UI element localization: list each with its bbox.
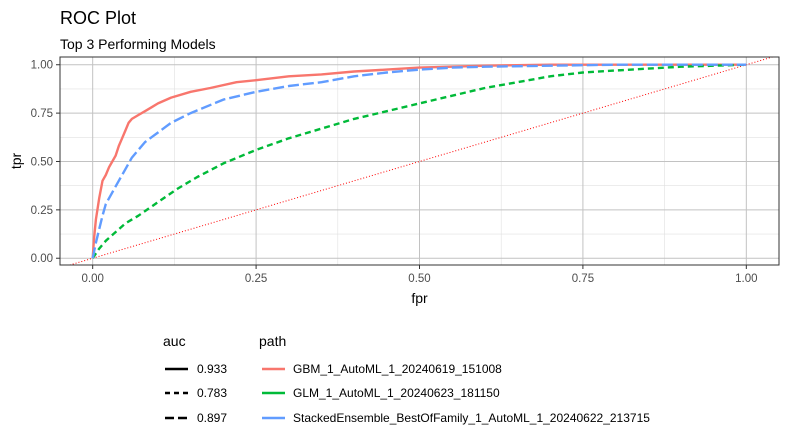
- legend-path-label: StackedEnsemble_BestOfFamily_1_AutoML_1_…: [293, 411, 650, 425]
- legend-auc-label: 0.933: [197, 362, 227, 376]
- chart-subtitle: Top 3 Performing Models: [60, 36, 216, 52]
- roc-curves: [91, 63, 747, 259]
- x-tick-label: 0.50: [408, 273, 430, 285]
- chart-title: ROC Plot: [60, 8, 136, 28]
- axis-ticks: 0.00 0.25 0.50 0.75 1.00 0.00 0.25 0.50 0.75 1.00: [31, 60, 758, 285]
- x-axis-title: fpr: [411, 290, 428, 306]
- legend-auc-label: 0.783: [197, 386, 227, 400]
- roc-line-series-2: [91, 63, 747, 259]
- legend-path-title: path: [259, 333, 286, 349]
- x-tick-label: 1.00: [735, 273, 757, 285]
- roc-line-series-1: [91, 63, 747, 259]
- y-axis-title: tpr: [8, 152, 24, 169]
- y-tick-label: 0.75: [31, 108, 53, 120]
- legend-auc-label: 0.897: [197, 411, 227, 425]
- x-tick-label: 0.75: [572, 273, 594, 285]
- legend-path-label: GBM_1_AutoML_1_20240619_151008: [293, 362, 502, 376]
- x-tick-label: 0.25: [245, 273, 267, 285]
- x-tick-label: 0.00: [81, 273, 103, 285]
- y-tick-label: 0.25: [31, 205, 53, 217]
- reference-diagonal: [69, 56, 773, 266]
- roc-line-series-3: [91, 63, 747, 259]
- diagonal-reference-line: [69, 56, 773, 266]
- legend-auc-title: auc: [163, 333, 186, 349]
- y-tick-label: 0.00: [31, 253, 53, 265]
- y-tick-label: 1.00: [31, 60, 53, 72]
- y-tick-label: 0.50: [31, 156, 53, 168]
- legend: auc path 0.933 0.783 0.897 GBM_1_AutoML_1_2…: [163, 333, 650, 425]
- legend-path-label: GLM_1_AutoML_1_20240623_181150: [293, 386, 500, 400]
- grid-lines: [60, 57, 779, 265]
